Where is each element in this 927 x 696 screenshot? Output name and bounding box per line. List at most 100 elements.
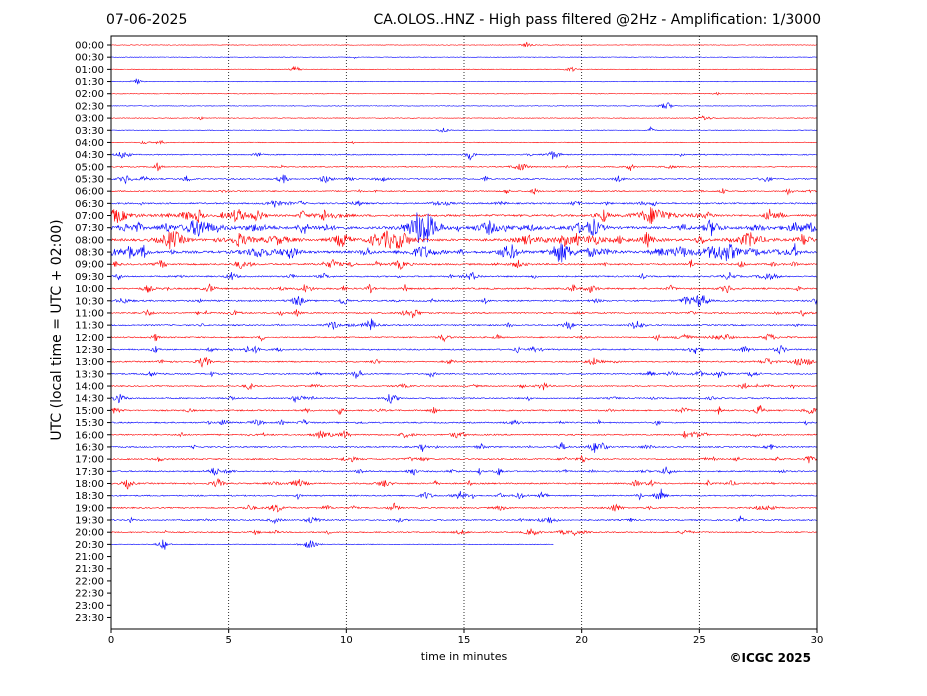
y-tick-label: 07:30 — [75, 223, 104, 234]
trace-row — [110, 41, 817, 48]
y-tick-label: 13:00 — [75, 357, 104, 368]
y-axis-label: UTC (local time = UTC + 02:00) — [49, 219, 65, 441]
x-tick-label: 0 — [108, 635, 114, 646]
y-tick-label: 10:00 — [75, 284, 104, 295]
y-tick-label: 21:30 — [75, 564, 104, 575]
y-tick-label: 02:30 — [75, 101, 104, 112]
x-tick-label: 20 — [575, 635, 588, 646]
trace-row — [110, 102, 817, 109]
y-tick-label: 16:30 — [75, 442, 104, 453]
y-tick-label: 08:30 — [75, 248, 104, 259]
y-tick-label: 04:00 — [75, 138, 104, 149]
trace-row — [110, 151, 817, 161]
y-tick-label: 11:00 — [75, 308, 104, 319]
y-tick-label: 00:30 — [75, 53, 104, 64]
trace-row — [110, 488, 817, 501]
trace-row — [110, 393, 817, 404]
y-tick-label: 23:30 — [75, 613, 104, 624]
x-axis-label: time in minutes — [420, 650, 508, 663]
y-tick-label: 22:30 — [75, 589, 104, 600]
grid-layer — [228, 36, 700, 629]
trace-row — [110, 442, 817, 453]
y-tick-label: 19:30 — [75, 516, 104, 527]
y-tick-label: 17:00 — [75, 455, 104, 466]
y-tick-label: 03:00 — [75, 114, 104, 125]
y-tick-label: 15:00 — [75, 406, 104, 417]
y-tick-label: 18:30 — [75, 491, 104, 502]
trace-row — [110, 539, 554, 550]
y-tick-label: 08:00 — [75, 235, 104, 246]
x-tick-label: 10 — [340, 635, 353, 646]
y-tick-label: 03:30 — [75, 126, 104, 137]
trace-row — [110, 318, 817, 331]
trace-row — [110, 212, 817, 244]
trace-row — [110, 271, 817, 281]
x-tick-label: 15 — [458, 635, 471, 646]
y-tick-label: 09:00 — [75, 260, 104, 271]
y-tick-label: 01:00 — [75, 65, 104, 76]
trace-row — [110, 357, 817, 368]
trace-row — [110, 207, 817, 224]
y-tick-label: 12:30 — [75, 345, 104, 356]
x-tick-label: 30 — [811, 635, 824, 646]
trace-row — [110, 369, 817, 379]
y-tick-label: 01:30 — [75, 77, 104, 88]
trace-row — [110, 294, 817, 307]
y-tick-label: 09:30 — [75, 272, 104, 283]
trace-row — [110, 56, 817, 60]
x-tick-label: 5 — [225, 635, 231, 646]
trace-row — [110, 174, 817, 185]
y-tick-label: 06:30 — [75, 199, 104, 210]
chart-title: CA.OLOS..HNZ - High pass filtered @2Hz -… — [373, 12, 821, 28]
y-tick-label: 10:30 — [75, 296, 104, 307]
y-tick-label: 20:00 — [75, 528, 104, 539]
trace-row — [110, 126, 817, 133]
trace-row — [110, 478, 817, 490]
trace-row — [110, 199, 817, 208]
y-tick-label: 23:00 — [75, 601, 104, 612]
trace-layer — [110, 41, 817, 550]
y-tick-label: 11:30 — [75, 321, 104, 332]
trace-row — [110, 333, 817, 343]
y-tick-label: 22:00 — [75, 576, 104, 587]
copyright-label: ©ICGC 2025 — [729, 651, 811, 665]
y-tick-label: 00:00 — [75, 41, 104, 52]
y-tick-label: 05:00 — [75, 162, 104, 173]
trace-row — [110, 405, 817, 415]
y-tick-label: 14:00 — [75, 382, 104, 393]
y-tick-label: 19:00 — [75, 503, 104, 514]
trace-row — [110, 78, 817, 85]
trace-row — [110, 454, 817, 464]
trace-row — [110, 502, 817, 513]
trace-row — [110, 418, 817, 426]
trace-row — [110, 515, 817, 525]
trace-row — [110, 466, 817, 476]
trace-row — [110, 243, 817, 263]
y-tick-label: 02:00 — [75, 89, 104, 100]
trace-row — [110, 162, 817, 172]
trace-row — [110, 430, 817, 439]
y-tick-label: 06:00 — [75, 187, 104, 198]
y-tick-label: 16:00 — [75, 430, 104, 441]
y-tick-label: 07:00 — [75, 211, 104, 222]
y-tick-label: 04:30 — [75, 150, 104, 161]
axis-layer: 0 5 10 15 20 25 30 00:0000:3001:0001:3002:0002:… — [75, 35, 824, 646]
trace-row — [110, 230, 817, 250]
trace-row — [110, 65, 817, 73]
trace-row — [110, 91, 817, 96]
y-tick-label: 12:00 — [75, 333, 104, 344]
trace-row — [110, 115, 817, 121]
y-tick-label: 17:30 — [75, 467, 104, 478]
y-tick-label: 05:30 — [75, 174, 104, 185]
x-tick-label: 25 — [693, 635, 706, 646]
y-tick-label: 20:30 — [75, 540, 104, 551]
y-tick-label: 18:00 — [75, 479, 104, 490]
y-tick-label: 21:00 — [75, 552, 104, 563]
y-tick-label: 14:30 — [75, 394, 104, 405]
date-label: 07-06-2025 — [106, 12, 188, 28]
y-tick-label: 15:30 — [75, 418, 104, 429]
trace-row — [110, 188, 817, 196]
trace-row — [110, 381, 817, 391]
trace-row — [110, 139, 817, 145]
